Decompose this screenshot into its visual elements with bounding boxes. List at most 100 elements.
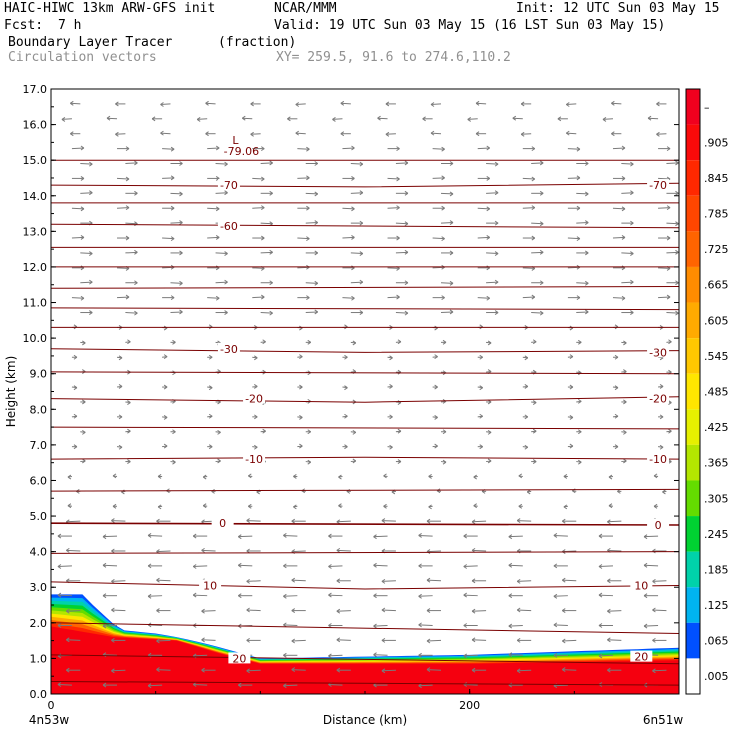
isotherm-line	[50, 396, 680, 403]
vector-arrowhead	[428, 504, 432, 510]
vector-arrowhead	[666, 294, 671, 300]
vector-arrow	[658, 177, 671, 180]
vector-arrowhead	[576, 146, 581, 152]
vector-arrowhead	[359, 190, 364, 196]
colorbar-label: .305	[704, 492, 729, 505]
vector-arrowhead	[118, 384, 123, 389]
vector-arrow	[373, 535, 388, 538]
vector-arrowhead	[418, 533, 422, 538]
colorbar-label: .365	[704, 457, 729, 470]
vector-arrowhead	[475, 131, 480, 137]
vector-arrow	[246, 609, 261, 612]
vector-arrowhead	[179, 280, 183, 286]
vector-arrowhead	[675, 190, 679, 196]
fcst-label: Fcst:	[4, 18, 44, 33]
vector-arrowhead	[404, 249, 409, 255]
vector-arrowhead	[643, 593, 648, 599]
vector-arrow	[463, 594, 478, 597]
vector-arrowhead	[652, 578, 656, 584]
vector-arrowhead	[291, 518, 296, 524]
vector-arrowhead	[553, 622, 558, 628]
vector-arrowhead	[531, 176, 536, 182]
vector-arrowhead	[576, 295, 581, 301]
vector-arrowhead	[518, 503, 523, 509]
vector-arrowhead	[381, 668, 386, 674]
vector-arrowhead	[359, 220, 364, 226]
vector-arrowhead	[224, 279, 228, 285]
vector-arrowhead	[449, 309, 454, 315]
vector-arrowhead	[202, 474, 207, 480]
vector-arrow	[652, 609, 667, 612]
colorbar-label: .665	[704, 279, 729, 292]
contour-label-bg	[647, 392, 670, 404]
vector-arrowhead	[441, 205, 445, 211]
vector-arrowhead	[471, 667, 476, 673]
vector-arrowhead	[112, 473, 117, 479]
vector-arrowhead	[192, 592, 197, 598]
contour-label-bg	[217, 220, 240, 232]
vector-arrowhead	[172, 459, 176, 465]
contour-label-bg	[243, 453, 266, 465]
vector-arrowhead	[563, 504, 568, 510]
vector-arrow	[381, 609, 396, 612]
vector-arrowhead	[340, 131, 345, 137]
vector-arrowhead	[630, 220, 634, 226]
vector-arrow	[207, 297, 220, 299]
vector-arrowhead	[569, 384, 574, 390]
vector-arrow	[350, 163, 363, 165]
vector-arrow	[160, 132, 171, 135]
vector-arrow	[156, 579, 171, 582]
vector-arrowhead	[299, 354, 303, 360]
vector-arrowhead	[89, 251, 93, 256]
vector-arrowhead	[157, 504, 162, 510]
vector-arrowhead	[516, 607, 521, 613]
vector-arrowhead	[359, 310, 364, 315]
vector-arrowhead	[215, 206, 220, 212]
y-tick-label: 3.0	[30, 581, 48, 594]
vector-arrowhead	[57, 533, 62, 539]
vector-arrow	[621, 163, 634, 165]
vector-arrow	[517, 580, 532, 582]
vector-arrowhead	[463, 653, 467, 659]
vector-arrowhead	[652, 607, 656, 613]
vector-arrow	[70, 102, 81, 105]
vector-arrowhead	[352, 458, 357, 464]
vector-arrowhead	[516, 518, 521, 523]
vector-arrowhead	[516, 578, 521, 584]
vector-arrow	[116, 267, 130, 269]
vector-arrow	[486, 281, 499, 284]
vector-arrow	[246, 580, 261, 582]
vector-arrow	[607, 610, 622, 612]
vector-arrowhead	[577, 459, 582, 465]
vector-arrow	[576, 282, 589, 284]
vector-arrowhead	[475, 100, 480, 106]
vector-arrowhead	[659, 444, 664, 450]
y-tick-label: 0.0	[30, 688, 48, 701]
vector-arrow	[658, 267, 671, 269]
vector-arrow	[102, 535, 118, 538]
vector-arrowhead	[404, 190, 409, 196]
vector-arrowhead	[653, 503, 658, 509]
vector-arrow	[463, 684, 478, 686]
vector-arrowhead	[385, 131, 390, 137]
vector-arrowhead	[524, 384, 529, 389]
vector-arrow	[387, 177, 400, 180]
vector-arrowhead	[73, 385, 78, 391]
vector-arrow	[566, 103, 577, 106]
colorbar-swatch	[686, 231, 700, 267]
vector-arrowhead	[389, 384, 393, 389]
vector-arrowhead	[293, 504, 297, 510]
vector-arrowhead	[269, 249, 273, 255]
vector-arrow	[387, 296, 400, 299]
vector-arrowhead	[89, 310, 93, 315]
vector-arrowhead	[332, 116, 336, 122]
colorbar-swatch	[686, 89, 700, 125]
vector-arrowhead	[662, 489, 666, 495]
vector-arrowhead	[118, 414, 123, 420]
vector-arrow	[328, 565, 343, 567]
vector-arrow	[517, 669, 532, 672]
vector-arrow	[116, 177, 130, 180]
vector-arrow	[66, 639, 81, 641]
vector-arrowhead	[524, 414, 529, 420]
vector-arrowhead	[584, 191, 589, 197]
